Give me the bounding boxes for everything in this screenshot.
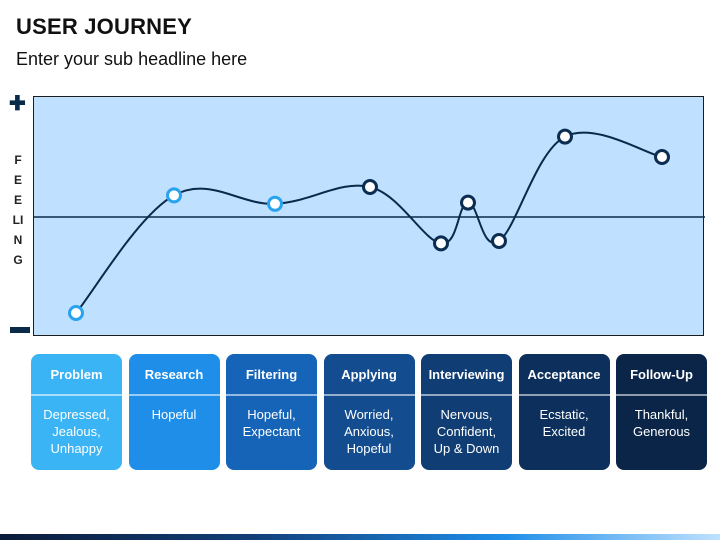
stage-feelings: Nervous, Confident, Up & Down (433, 407, 500, 456)
journey-point-3 (267, 195, 283, 212)
journey-point-6 (460, 194, 476, 211)
journey-point-1 (68, 305, 84, 321)
stage-card-applying: Applying Worried, Anxious, Hopeful (323, 354, 415, 470)
stage-feelings: Thankful, Generous (632, 407, 691, 439)
stage-card-follow-up: Follow-Up Thankful, Generous (616, 354, 707, 470)
feeling-axis-label: FEELING (12, 153, 24, 267)
page-title: USER JOURNEY (16, 14, 192, 39)
journey-point-5 (433, 235, 449, 252)
stage-card-interviewing: Interviewing Nervous, Confident, Up & Dow… (421, 354, 512, 470)
sub-headline: Enter your sub headline here (16, 49, 248, 69)
stage-title: Acceptance (518, 354, 610, 396)
journey-point-7 (491, 233, 507, 249)
stage-feelings: Depressed, Jealous, Unhappy (43, 407, 110, 456)
stage-feelings: Worried, Anxious, Hopeful (344, 407, 394, 456)
positive-feeling-icon: ✚ (9, 93, 26, 115)
journey-plot-area (33, 96, 705, 336)
stage-title: Interviewing (421, 354, 512, 396)
stage-feelings: Hopeful, Expectant (242, 407, 301, 439)
footer-bar (0, 534, 720, 540)
journey-point-4 (362, 179, 378, 195)
negative-feeling-icon: ▬ (10, 316, 30, 338)
stage-title: Applying (323, 354, 415, 396)
journey-curve-chart (34, 128, 705, 321)
stage-title: Filtering (226, 354, 317, 396)
stage-title: Follow-Up (616, 354, 707, 396)
stage-card-acceptance: Acceptance Ecstatic, Excited (518, 354, 610, 470)
stage-title: Research (128, 354, 220, 396)
journey-curve (75, 131, 663, 314)
journey-point-2 (166, 187, 182, 204)
stage-card-problem: Problem Depressed, Jealous, Unhappy (31, 354, 122, 470)
stage-card-filtering: Filtering Hopeful, Expectant (226, 354, 317, 470)
stage-feelings: Ecstatic, Excited (539, 407, 589, 439)
journey-markers (68, 128, 670, 321)
stage-card-research: Research Hopeful (128, 354, 220, 470)
stage-title: Problem (31, 354, 122, 396)
journey-point-8 (557, 128, 573, 145)
stage-feelings: Hopeful (151, 407, 197, 422)
journey-point-9 (654, 149, 670, 165)
